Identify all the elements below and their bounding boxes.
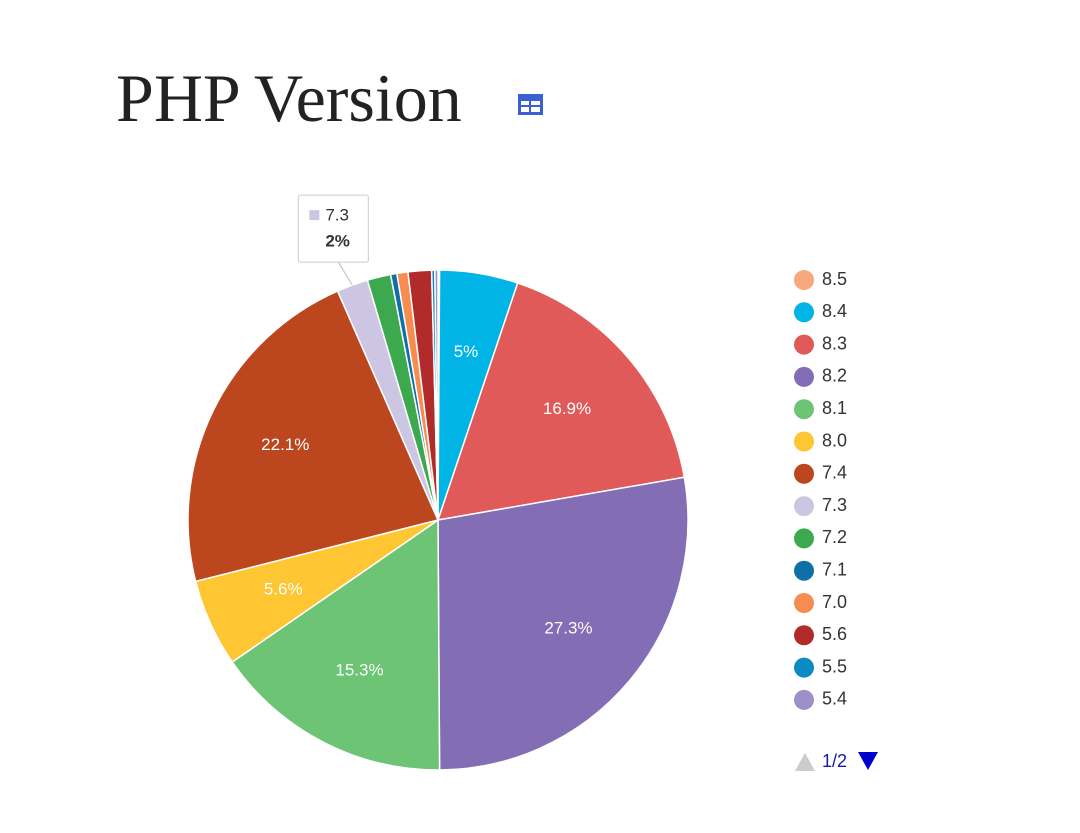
pie-slice xyxy=(437,476,689,771)
legend-label: 8.5 xyxy=(822,269,847,289)
slice-label: 5% xyxy=(454,342,479,361)
legend-label: 8.2 xyxy=(822,366,847,386)
tooltip-value: 2% xyxy=(325,232,350,251)
tooltip-marker xyxy=(309,210,320,221)
legend-prev[interactable] xyxy=(795,753,815,771)
legend-marker xyxy=(794,496,814,517)
legend-marker xyxy=(794,593,814,613)
tooltip-pointer xyxy=(337,261,353,286)
legend-label: 7.2 xyxy=(822,527,847,547)
legend-marker xyxy=(794,302,814,323)
slice-label: 5.6% xyxy=(264,580,303,599)
legend-label: 5.5 xyxy=(822,656,847,676)
legend-label: 7.1 xyxy=(822,559,847,579)
slice-label: 16.9% xyxy=(543,399,591,418)
legend-label: 8.3 xyxy=(822,333,847,353)
legend-marker xyxy=(794,431,814,452)
legend-marker xyxy=(794,270,814,290)
legend-marker xyxy=(794,463,814,484)
legend-marker xyxy=(794,334,814,355)
table-icon-cell xyxy=(531,107,540,112)
slice-label: 15.3% xyxy=(335,660,383,679)
legend-marker xyxy=(794,625,814,646)
slice-label: 22.1% xyxy=(261,435,309,454)
table-icon-cell xyxy=(521,101,529,105)
legend-marker xyxy=(794,366,814,387)
pie-slice xyxy=(434,269,439,521)
legend-label: 5.4 xyxy=(822,689,847,709)
table-icon-cell xyxy=(521,107,529,112)
legend-marker xyxy=(794,657,814,678)
legend-label: 7.3 xyxy=(822,495,847,515)
legend-page: 1/2 xyxy=(822,751,847,771)
pie-slice xyxy=(187,290,440,583)
pie-slice xyxy=(436,282,686,521)
legend-marker xyxy=(794,399,814,420)
legend-label: 5.6 xyxy=(822,624,847,644)
table-icon[interactable] xyxy=(518,94,543,115)
slice-label: 27.3% xyxy=(544,619,592,638)
table-icon-cell xyxy=(531,101,540,105)
legend-label: 7.0 xyxy=(822,592,847,612)
legend-label: 8.4 xyxy=(822,301,847,321)
legend-label: 7.4 xyxy=(822,463,847,483)
chart-title: PHP Version xyxy=(116,60,462,136)
tooltip-category: 7.3 xyxy=(325,206,349,225)
legend-label: 8.1 xyxy=(822,398,847,418)
pie-slice xyxy=(231,518,441,771)
legend-marker xyxy=(794,689,814,710)
legend-marker xyxy=(794,528,814,549)
legend-marker xyxy=(794,560,814,581)
legend-label: 8.0 xyxy=(822,430,847,450)
legend-next[interactable] xyxy=(858,752,878,770)
